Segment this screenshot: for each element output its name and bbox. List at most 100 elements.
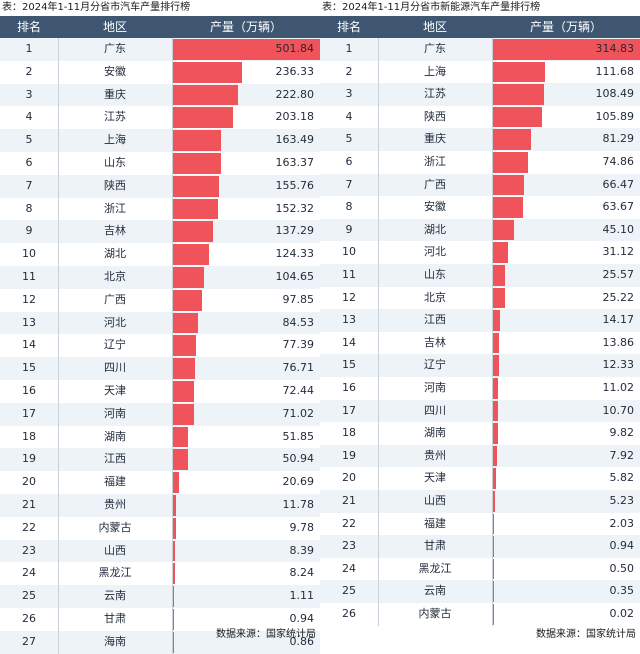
value-bar <box>173 244 210 265</box>
value-label: 63.67 <box>602 200 635 214</box>
table-header: 排名 地区 产量（万辆） <box>0 16 320 38</box>
rank-cell: 2 <box>25 64 33 78</box>
rank-cell: 16 <box>22 384 36 397</box>
header-output: 产量（万辆） <box>209 20 282 34</box>
region-cell: 上海 <box>424 64 446 78</box>
table-row: 19 江西 50.94 <box>0 448 320 472</box>
value-label: 9.82 <box>609 426 635 440</box>
value-bar <box>173 335 196 357</box>
value-bar <box>173 586 174 607</box>
value-label: 13.86 <box>602 335 635 349</box>
table-row: 14 辽宁 77.39 <box>0 334 320 358</box>
value-label: 124.33 <box>275 247 315 261</box>
table-row: 25 云南 0.35 <box>320 580 640 603</box>
rank-cell: 9 <box>25 224 33 238</box>
value-label: 7.92 <box>609 448 635 462</box>
value-label: 77.39 <box>282 338 315 352</box>
table-row: 18 湖南 51.85 <box>0 425 320 449</box>
value-bar <box>493 332 500 354</box>
table-row: 14 吉林 13.86 <box>320 331 640 355</box>
table-row: 21 山西 5.23 <box>320 490 640 513</box>
rank-cell: 13 <box>342 313 356 327</box>
rank-cell: 20 <box>22 475 36 489</box>
rank-cell: 2 <box>345 64 353 78</box>
rank-cell: 15 <box>22 361 36 375</box>
value-bar <box>173 631 174 653</box>
value-bar <box>493 106 543 128</box>
region-cell: 河北 <box>104 315 126 329</box>
rank-cell: 3 <box>345 87 353 101</box>
value-label: 163.49 <box>275 133 315 147</box>
table-row: 24 黑龙江 0.50 <box>320 557 640 581</box>
header-output: 产量（万辆） <box>529 20 602 34</box>
region-cell: 河南 <box>424 381 446 394</box>
region-cell: 陕西 <box>424 109 446 123</box>
rank-cell: 22 <box>342 516 356 530</box>
region-cell: 贵州 <box>104 498 126 511</box>
value-label: 25.57 <box>602 268 635 281</box>
value-bar <box>493 468 496 489</box>
value-label: 0.94 <box>609 539 635 553</box>
table-row: 4 江苏 203.18 <box>0 106 320 130</box>
value-bar <box>173 107 233 129</box>
value-bar <box>493 197 523 218</box>
value-label: 137.29 <box>275 224 315 238</box>
region-cell: 湖南 <box>424 426 446 440</box>
rank-cell: 23 <box>342 539 356 553</box>
region-cell: 四川 <box>104 361 126 375</box>
value-label: 203.18 <box>275 110 315 124</box>
value-bar <box>173 84 239 106</box>
region-cell: 福建 <box>104 475 126 489</box>
header-rank: 排名 <box>336 20 361 34</box>
region-cell: 海南 <box>104 634 126 648</box>
value-bar <box>173 563 176 585</box>
value-label: 111.68 <box>595 64 635 78</box>
value-label: 0.94 <box>289 612 315 625</box>
value-bar <box>493 129 531 150</box>
rank-cell: 17 <box>342 403 356 417</box>
table-row: 19 贵州 7.92 <box>320 444 640 468</box>
region-cell: 北京 <box>104 270 126 283</box>
rank-cell: 16 <box>342 381 356 394</box>
region-cell: 河北 <box>424 245 446 259</box>
value-bar <box>173 426 189 448</box>
value-label: 0.02 <box>609 607 635 620</box>
rank-cell: 26 <box>22 612 36 625</box>
table-row: 25 云南 1.11 <box>0 585 320 608</box>
region-cell: 天津 <box>104 384 126 397</box>
table-row: 5 上海 163.49 <box>0 129 320 152</box>
value-bar <box>173 153 221 174</box>
rank-cell: 21 <box>342 494 356 507</box>
value-label: 11.78 <box>282 498 315 511</box>
header-rank: 排名 <box>16 20 41 34</box>
region-cell: 福建 <box>424 516 446 530</box>
value-bar <box>173 130 221 151</box>
value-bar <box>493 604 494 625</box>
region-cell: 安徽 <box>424 200 446 214</box>
region-cell: 河南 <box>104 406 126 420</box>
table-row: 7 广西 66.47 <box>320 173 640 197</box>
header-region: 地区 <box>422 20 447 34</box>
table-row: 12 北京 25.22 <box>320 286 640 310</box>
table-row: 10 湖北 124.33 <box>0 243 320 266</box>
region-cell: 内蒙古 <box>418 607 452 620</box>
table-row: 24 黑龙江 8.24 <box>0 562 320 586</box>
source-note: 数据来源：国家统计局 <box>536 629 636 640</box>
rank-cell: 27 <box>22 634 36 648</box>
value-bar <box>493 242 508 263</box>
value-label: 0.50 <box>609 561 635 575</box>
value-bar <box>173 175 219 197</box>
table-row: 6 山东 163.37 <box>0 152 320 175</box>
value-label: 66.47 <box>602 177 635 191</box>
region-cell: 山东 <box>424 268 446 281</box>
region-cell: 江苏 <box>424 87 446 101</box>
region-cell: 江苏 <box>104 110 126 124</box>
value-label: 12.33 <box>602 358 635 372</box>
value-label: 11.02 <box>602 381 635 394</box>
value-bar <box>493 581 494 602</box>
value-bar <box>493 355 499 376</box>
column-divider <box>492 38 493 626</box>
value-bar <box>493 536 494 557</box>
value-bar <box>173 495 177 516</box>
table-row: 26 内蒙古 0.02 <box>320 603 640 626</box>
